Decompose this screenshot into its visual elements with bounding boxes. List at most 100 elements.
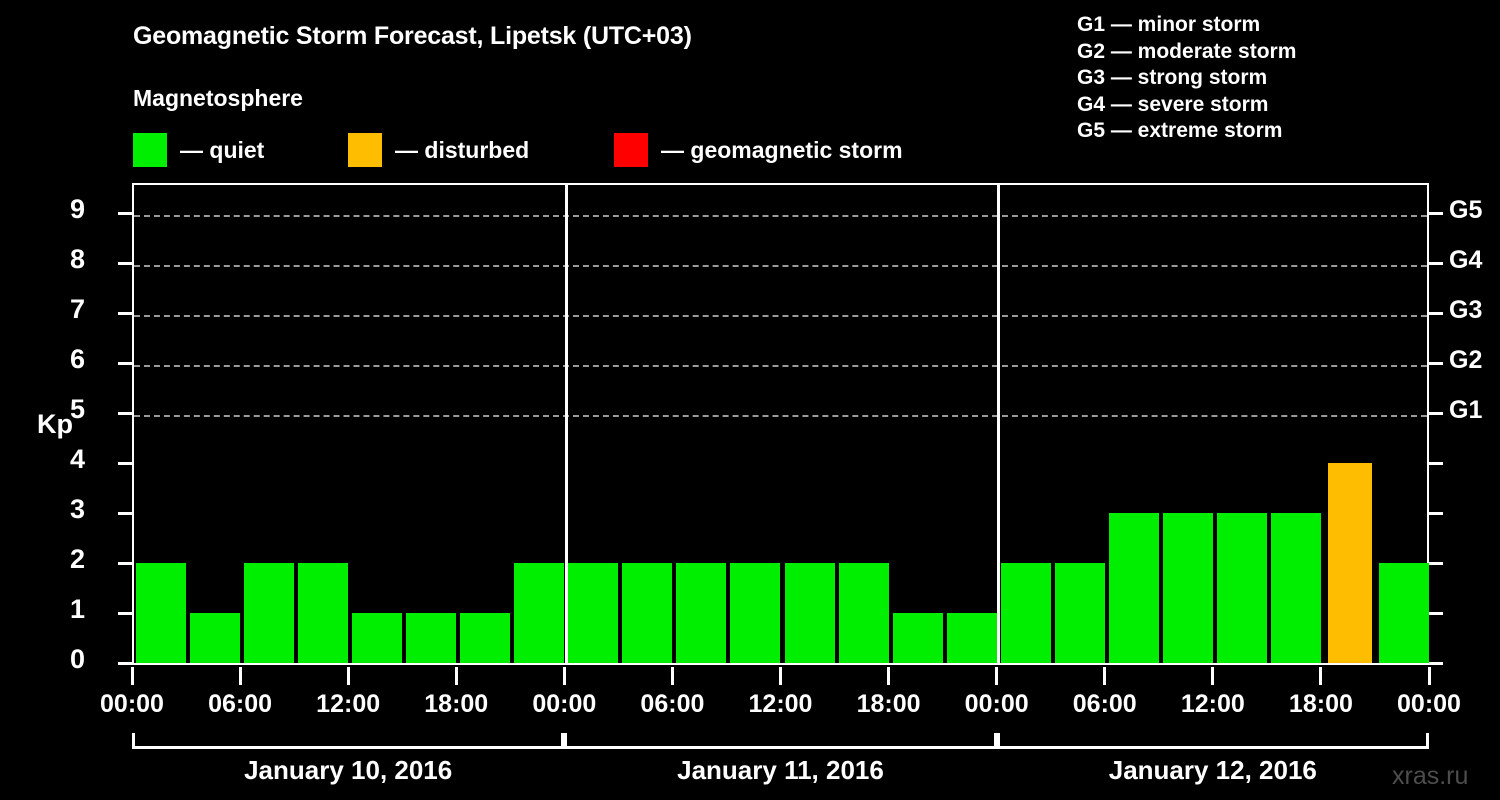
- legend-entry-disturbed: — disturbed: [348, 133, 529, 167]
- x-tick-label-11: 18:00: [1288, 690, 1353, 718]
- legend-swatch-geomagnetic-storm: [614, 133, 648, 167]
- x-tick-mark-12: [1427, 667, 1431, 685]
- g-tick-mark-G4: [1429, 261, 1443, 265]
- gridline-kp-5: [134, 415, 1427, 417]
- plot-inner: [134, 185, 1429, 663]
- bar-kp-13: [838, 563, 889, 663]
- bar-kp-21: [1270, 513, 1321, 663]
- x-tick-label-7: 18:00: [856, 690, 921, 718]
- g-tick-mark-G3: [1429, 311, 1443, 315]
- chart-subtitle: Magnetosphere: [133, 85, 303, 111]
- gridline-kp-7: [134, 315, 1427, 317]
- y-tick-mark-8: [118, 261, 132, 265]
- legend-label-quiet: — quiet: [180, 136, 265, 163]
- x-tick-mark-2: [346, 667, 350, 685]
- y-tick-label-4: 4: [69, 444, 85, 474]
- bar-kp-1: [190, 613, 241, 663]
- g-tick-mark-G5: [1429, 211, 1443, 215]
- g-tick-label-G2: G2: [1449, 346, 1483, 374]
- g-tick-mark-minor-3: [1429, 511, 1443, 515]
- x-tick-label-10: 12:00: [1180, 690, 1245, 718]
- bar-kp-15: [946, 613, 997, 663]
- gridline-kp-9: [134, 215, 1427, 217]
- x-tick-mark-8: [995, 667, 999, 685]
- legend-swatch-quiet: [133, 133, 167, 167]
- g-tick-mark-minor-0: [1429, 661, 1443, 665]
- legend-label-disturbed: — disturbed: [395, 136, 530, 163]
- g-scale-legend: G1 — minor storm G2 — moderate storm G3 — …: [1077, 12, 1497, 145]
- bar-kp-12: [784, 563, 835, 663]
- x-tick-label-2: 12:00: [316, 690, 381, 718]
- bar-kp-4: [352, 613, 403, 663]
- legend-entry-quiet: — quiet: [133, 133, 264, 167]
- day-rail-3: [996, 733, 1429, 749]
- x-tick-mark-11: [1319, 667, 1323, 685]
- watermark: xras.ru: [1392, 762, 1469, 790]
- y-tick-mark-2: [118, 561, 132, 565]
- bar-kp-18: [1108, 513, 1159, 663]
- y-tick-label-8: 8: [69, 244, 85, 274]
- bar-kp-2: [244, 563, 295, 663]
- x-tick-label-5: 06:00: [640, 690, 705, 718]
- x-tick-mark-7: [887, 667, 891, 685]
- y-tick-mark-7: [118, 311, 132, 315]
- g-legend-row-3: G3 — strong storm: [1077, 66, 1268, 89]
- legend-entry-geomagnetic-storm: — geomagnetic storm: [614, 133, 903, 167]
- x-tick-label-4: 00:00: [532, 690, 597, 718]
- bar-kp-17: [1054, 563, 1105, 663]
- g-legend-row-5: G5 — extreme storm: [1077, 119, 1283, 142]
- y-tick-mark-1: [118, 611, 132, 615]
- y-tick-mark-5: [118, 411, 132, 415]
- y-tick-label-6: 6: [69, 344, 85, 374]
- x-tick-mark-5: [670, 667, 674, 685]
- day-rail-2: [564, 733, 997, 749]
- g-tick-mark-minor-2: [1429, 561, 1443, 565]
- g-legend-row-1: G1 — minor storm: [1077, 13, 1261, 36]
- y-tick-mark-3: [118, 511, 132, 515]
- date-label-2: January 11, 2016: [677, 755, 884, 785]
- bar-kp-16: [1000, 563, 1051, 663]
- g-tick-mark-minor-1: [1429, 611, 1443, 615]
- y-tick-mark-9: [118, 211, 132, 215]
- date-label-1: January 10, 2016: [244, 755, 453, 785]
- y-tick-label-7: 7: [69, 294, 85, 324]
- g-tick-mark-minor-4: [1429, 461, 1443, 465]
- y-tick-label-1: 1: [69, 594, 85, 624]
- y-axis-title: Kp: [37, 409, 73, 439]
- bar-kp-23: [1378, 563, 1429, 663]
- bar-kp-5: [406, 613, 457, 663]
- day-separator: [564, 185, 568, 663]
- bar-kp-20: [1216, 513, 1267, 663]
- gridline-kp-8: [134, 265, 1427, 267]
- bar-kp-11: [730, 563, 781, 663]
- g-legend-row-2: G2 — moderate storm: [1077, 39, 1297, 63]
- y-tick-label-3: 3: [69, 494, 85, 524]
- x-tick-label-9: 06:00: [1072, 690, 1137, 718]
- bar-kp-3: [298, 563, 349, 663]
- x-tick-label-12: 00:00: [1397, 690, 1461, 718]
- x-tick-label-6: 12:00: [748, 690, 813, 718]
- g-legend-row-4: G4 — severe storm: [1077, 92, 1269, 116]
- y-tick-mark-0: [118, 661, 132, 665]
- bar-kp-7: [514, 563, 565, 663]
- g-tick-mark-G2: [1429, 361, 1443, 365]
- gridline-kp-6: [134, 365, 1427, 367]
- x-tick-label-0: 00:00: [100, 690, 164, 718]
- x-tick-label-3: 18:00: [424, 690, 489, 718]
- g-tick-label-G5: G5: [1449, 196, 1483, 224]
- day-rail-1: [132, 733, 565, 749]
- bar-kp-8: [568, 563, 619, 663]
- g-tick-label-G4: G4: [1449, 246, 1483, 274]
- bar-kp-10: [676, 563, 727, 663]
- y-tick-mark-4: [118, 461, 132, 465]
- bar-kp-6: [460, 613, 511, 663]
- legend-label-geomagnetic-storm: — geomagnetic storm: [661, 136, 903, 163]
- y-tick-label-5: 5: [69, 394, 85, 424]
- g-tick-label-G1: G1: [1449, 396, 1483, 424]
- day-separator: [997, 185, 1001, 663]
- y-tick-label-2: 2: [69, 544, 85, 574]
- bar-kp-14: [892, 613, 943, 663]
- date-label-3: January 12, 2016: [1108, 755, 1317, 785]
- g-tick-label-G3: G3: [1449, 296, 1483, 324]
